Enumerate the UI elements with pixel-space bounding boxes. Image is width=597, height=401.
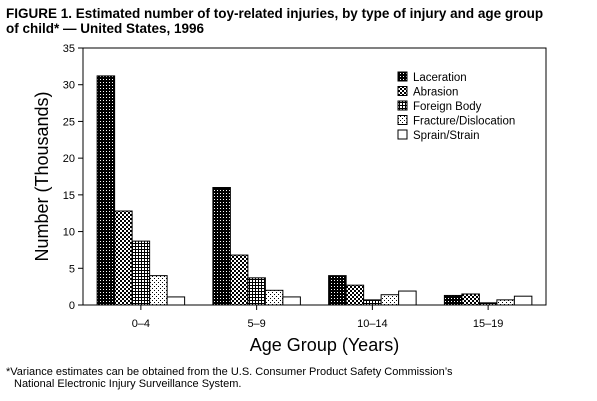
x-axis-label: Age Group (Years) — [250, 335, 399, 355]
figure-title-line-1: FIGURE 1. Estimated number of toy-relate… — [6, 6, 544, 21]
bar-dense-dots — [96, 75, 116, 306]
bar-checker — [461, 293, 480, 306]
bar-grid-lines — [478, 302, 498, 306]
figure-title-line-2: of child* — United States, 1996 — [6, 21, 205, 36]
footnote: *Variance estimates can be obtained from… — [6, 366, 591, 390]
footnote-line-2: National Electronic Injury Surveillance … — [14, 378, 242, 390]
y-tick-label: 10 — [63, 227, 75, 239]
legend-swatch — [397, 71, 408, 82]
bar-sparse-dots — [380, 294, 400, 306]
x-tick-label: 0–4 — [132, 318, 150, 330]
legend-label: Laceration — [413, 72, 467, 84]
bar-dense-dots — [212, 187, 231, 306]
bar-checker — [229, 254, 249, 306]
x-tick-label: 10–14 — [357, 318, 388, 330]
bar-empty — [282, 296, 301, 306]
x-tick-label: 5–9 — [247, 318, 265, 330]
bar-grid-lines — [247, 277, 266, 306]
legend-swatch — [397, 129, 408, 140]
y-tick-label: 35 — [63, 43, 75, 55]
legend-label: Abrasion — [413, 87, 458, 99]
y-tick-label: 15 — [63, 190, 75, 202]
legend-swatch — [397, 86, 408, 96]
legend-swatch — [397, 115, 408, 125]
footnote-line-1: *Variance estimates can be obtained from… — [6, 366, 453, 378]
x-tick-label: 15–19 — [473, 318, 504, 330]
legend-label: Fracture/Dislocation — [413, 116, 515, 128]
bar-checker — [345, 284, 365, 306]
plot-frame — [82, 47, 547, 306]
bar-sparse-dots — [264, 289, 284, 306]
y-tick-label: 0 — [69, 300, 75, 312]
bar-sparse-dots — [496, 299, 515, 306]
bar-empty — [398, 290, 417, 306]
legend-label: Foreign Body — [413, 101, 482, 113]
bar-checker — [114, 210, 133, 306]
legend-swatch — [397, 100, 408, 111]
y-axis-label: Number (Thousands) — [32, 91, 52, 261]
bar-empty — [166, 296, 186, 306]
bar-sparse-dots — [149, 275, 168, 306]
bar-empty — [513, 295, 533, 306]
bar-grid-lines — [131, 240, 151, 306]
legend-label: Sprain/Strain — [413, 130, 479, 142]
y-tick-label: 30 — [63, 80, 75, 92]
y-tick-label: 25 — [63, 116, 75, 128]
bar-dense-dots — [328, 275, 347, 306]
figure-title: FIGURE 1. Estimated number of toy-relate… — [6, 6, 591, 36]
y-tick-label: 20 — [63, 153, 75, 165]
bar-dense-dots — [443, 294, 463, 306]
y-tick-label: 5 — [69, 263, 75, 275]
bar-grid-lines — [363, 299, 382, 306]
